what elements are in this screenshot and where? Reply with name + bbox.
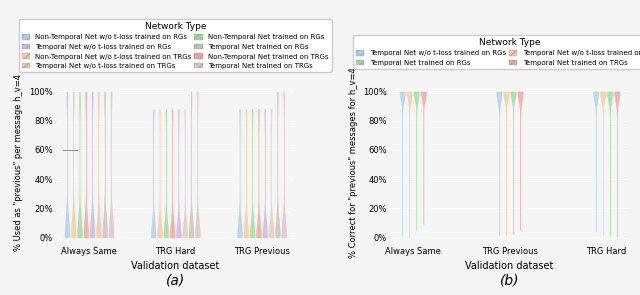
- Y-axis label: % Correct for "previous" messages for h_v=4: % Correct for "previous" messages for h_…: [349, 67, 358, 258]
- Text: (b): (b): [500, 274, 519, 288]
- Y-axis label: % Used as "previous" per message h_v=4: % Used as "previous" per message h_v=4: [15, 74, 24, 251]
- Text: (a): (a): [166, 274, 185, 288]
- Legend: Temporal Net w/o t-loss trained on RGs, Temporal Net trained on RGs, Temporal Ne: Temporal Net w/o t-loss trained on RGs, …: [353, 35, 640, 69]
- Legend: Non-Temporal Net w/o t-loss trained on RGs, Temporal Net w/o t-loss trained on R: Non-Temporal Net w/o t-loss trained on R…: [19, 19, 332, 72]
- X-axis label: Validation dataset: Validation dataset: [465, 261, 554, 271]
- X-axis label: Validation dataset: Validation dataset: [131, 261, 220, 271]
